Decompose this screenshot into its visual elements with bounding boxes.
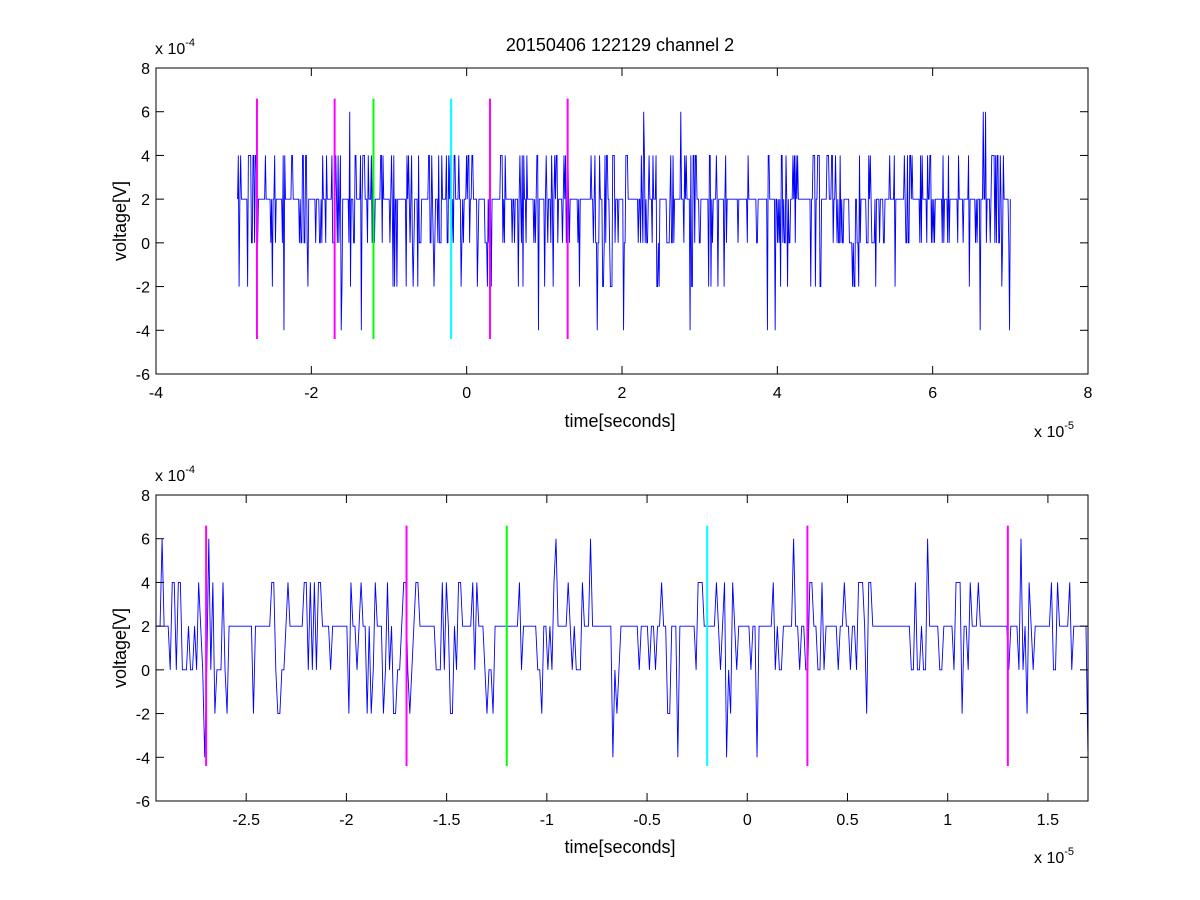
x-tick-label-bottom: -1: [540, 812, 554, 829]
x-tick-label-bottom: 0.5: [836, 812, 858, 829]
x-tick-label-bottom: 1: [943, 812, 952, 829]
y-multiplier-base-top: x 10: [155, 41, 185, 58]
y-tick-label-bottom: -6: [136, 794, 150, 811]
x-tick-label-top: -2: [304, 385, 318, 402]
top-markers-layer: [255, 98, 569, 340]
x-tick-label-top: 4: [773, 385, 782, 402]
x-multiplier-base-bottom: x 10: [1034, 850, 1064, 867]
signal-line-bottom: [156, 538, 1089, 758]
y-axis-label-top: voltage[V]: [110, 181, 130, 261]
x-multiplier-bottom: x 10-5: [1034, 846, 1074, 867]
x-tick-label-top: 6: [928, 385, 937, 402]
y-tick-label-top: 4: [141, 148, 150, 165]
y-tick-label-bottom: 0: [141, 663, 150, 680]
bottom-markers-layer: [205, 525, 1009, 767]
x-axis-label-bottom: time[seconds]: [564, 837, 675, 857]
x-multiplier-exponent-top: -5: [1064, 420, 1074, 432]
y-tick-label-top: -2: [136, 280, 150, 297]
x-tick-label-bottom: -2: [339, 812, 353, 829]
y-tick-label-bottom: 6: [141, 532, 150, 549]
x-tick-label-bottom: -0.5: [633, 812, 661, 829]
x-tick-label-top: 0: [462, 385, 471, 402]
y-multiplier-base-bottom: x 10: [155, 468, 185, 485]
x-tick-label-bottom: 1.5: [1037, 812, 1059, 829]
top-signal-layer: [237, 111, 1011, 331]
plot-area-bottom: [156, 495, 1088, 801]
x-axis-label-top: time[seconds]: [564, 411, 675, 431]
bottom-signal-layer: [156, 538, 1089, 758]
y-tick-label-bottom: 2: [141, 619, 150, 636]
y-tick-label-top: 8: [141, 61, 150, 78]
bottom-ticks-layer: -2.5 -2 -1.5 -1 -0.5 0 0.5 1 1.5 -6 -4 -2 0 2 4 6 8: [136, 488, 1088, 829]
x-multiplier-top: x 10-5: [1034, 420, 1074, 441]
subplot-bottom: -2.5 -2 -1.5 -1 -0.5 0 0.5 1 1.5 -6 -4 -2 0 2 4 6 8 time…: [110, 464, 1089, 867]
y-tick-label-bottom: 8: [141, 488, 150, 505]
y-multiplier-exponent-top: -4: [185, 37, 195, 49]
y-multiplier-top: x 10-4: [155, 37, 195, 58]
x-tick-label-top: 2: [618, 385, 627, 402]
y-tick-label-top: -6: [136, 367, 150, 384]
x-tick-label-top: 8: [1084, 385, 1093, 402]
x-tick-label-bottom: -1.5: [433, 812, 461, 829]
y-tick-label-top: 6: [141, 105, 150, 122]
y-tick-label-bottom: -4: [136, 750, 150, 767]
figure-title: 20150406 122129 channel 2: [506, 35, 734, 55]
y-tick-label-bottom: 4: [141, 575, 150, 592]
y-tick-label-bottom: -2: [136, 707, 150, 724]
signal-line-top: [237, 111, 1011, 331]
y-tick-label-top: 0: [141, 236, 150, 253]
y-tick-label-top: -4: [136, 323, 150, 340]
x-tick-label-bottom: -2.5: [232, 812, 260, 829]
x-tick-label-bottom: 0: [743, 812, 752, 829]
axes-frame-bottom: [155, 494, 1089, 802]
y-axis-label-bottom: voltage[V]: [110, 608, 130, 688]
y-multiplier-bottom: x 10-4: [155, 464, 195, 485]
y-tick-label-top: 2: [141, 192, 150, 209]
x-multiplier-base-top: x 10: [1034, 424, 1064, 441]
x-multiplier-exponent-bottom: -5: [1064, 846, 1074, 858]
x-tick-label-top: -4: [149, 385, 163, 402]
y-multiplier-exponent-bottom: -4: [185, 464, 195, 476]
